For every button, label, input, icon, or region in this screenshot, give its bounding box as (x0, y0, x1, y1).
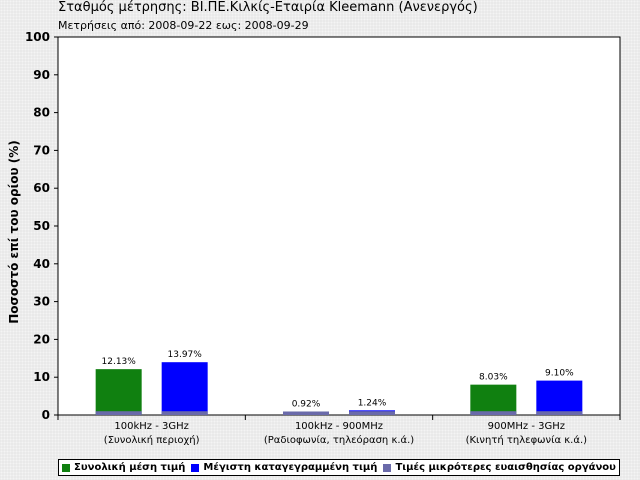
bar-value-label: 8.03% (479, 373, 508, 383)
bar-sensitivity (161, 411, 208, 415)
legend-swatch-maximum (191, 463, 200, 472)
bar-maximum (536, 380, 583, 415)
legend-item-maximum: Μέγιστη καταγεγραμμένη τιμή (191, 462, 377, 473)
x-category-sublabel: (Κινητή τηλεφωνία κ.ά.) (466, 434, 588, 446)
y-tick-label: 30 (33, 295, 50, 309)
bar-average (95, 369, 142, 415)
bar-sensitivity (283, 411, 329, 415)
y-tick-label: 90 (33, 68, 50, 82)
y-tick-label: 0 (42, 408, 50, 422)
x-axis: 100kHz - 3GHz (Συνολική περιοχή) 100kHz - … (57, 415, 621, 446)
x-category-label: 900MHz - 3GHz (488, 421, 565, 432)
bar-value-label: 0.92% (292, 400, 321, 410)
bar-maximum (161, 362, 208, 415)
y-tick-label: 50 (33, 219, 50, 233)
bar-value-label: 1.24% (358, 398, 387, 408)
y-tick-label: 70 (33, 143, 50, 157)
chart-title: Σταθμός μέτρησης: ΒΙ.ΠΕ.Κιλκίς-Εταιρία K… (58, 0, 478, 15)
legend: Συνολική μέση τιμή Μέγιστη καταγεγραμμέν… (58, 459, 620, 476)
y-axis: 0 10 20 30 40 50 60 70 80 90 100 (25, 30, 58, 422)
legend-label-maximum: Μέγιστη καταγεγραμμένη τιμή (203, 462, 378, 473)
legend-item-sensitivity: Τιμές μικρότερες ευαισθησίας οργάνου (383, 462, 616, 473)
y-axis-label: Ποσοστό επί του ορίου (%) (7, 140, 21, 324)
x-category-label: 100kHz - 900MHz (295, 421, 383, 432)
x-category-label: 100kHz - 3GHz (114, 421, 189, 432)
bar-sensitivity (95, 411, 142, 415)
y-tick-label: 100 (25, 30, 50, 44)
x-category-sublabel: (Συνολική περιοχή) (104, 434, 200, 446)
bar-average (470, 384, 517, 415)
bar-sensitivity (470, 411, 517, 415)
bar-value-label: 13.97% (168, 350, 203, 360)
y-tick-label: 20 (33, 332, 50, 346)
legend-label-sensitivity: Τιμές μικρότερες ευαισθησίας οργάνου (395, 462, 616, 473)
x-category-sublabel: (Ραδιοφωνία, τηλεόραση κ.ά.) (264, 434, 414, 446)
legend-item-average: Συνολική μέση τιμή (62, 462, 185, 473)
bar-chart: 0 10 20 30 40 50 60 70 80 90 100 12.13% 13.97% 0.92%… (7, 30, 621, 446)
bars: 12.13% 13.97% 0.92% 1.24% 8.03% 9.10% (95, 350, 583, 415)
bar-value-label: 9.10% (545, 369, 574, 379)
bar-sensitivity (349, 411, 395, 415)
y-tick-label: 80 (33, 106, 50, 120)
legend-label-average: Συνολική μέση τιμή (74, 462, 186, 473)
bar-sensitivity (536, 411, 583, 415)
bar-value-label: 12.13% (102, 357, 137, 367)
y-tick-label: 40 (33, 257, 50, 271)
y-tick-label: 10 (33, 370, 50, 384)
plot-area (57, 36, 621, 416)
legend-swatch-average (62, 463, 71, 472)
chart-subtitle: Μετρήσεις από: 2008-09-22 εως: 2008-09-2… (58, 19, 309, 32)
y-tick-label: 60 (33, 181, 50, 195)
legend-swatch-sensitivity (383, 463, 392, 472)
